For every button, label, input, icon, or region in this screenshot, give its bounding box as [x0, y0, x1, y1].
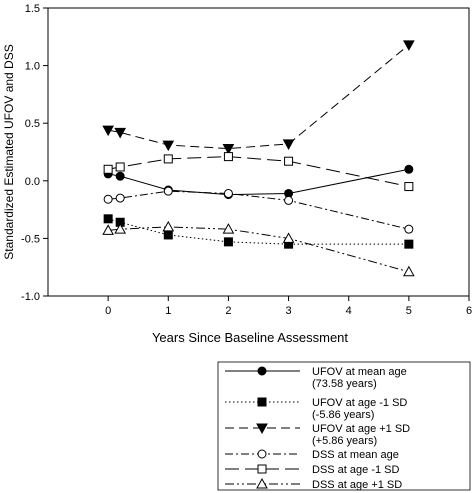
data-point: [115, 193, 125, 203]
legend-label: UFOV at age -1 SD: [312, 397, 407, 409]
legend-marker: [257, 397, 267, 407]
x-tick-label: 6: [466, 305, 472, 317]
data-point: [102, 224, 114, 235]
y-axis: -1.0 -0.5 0.0 0.5 1.0 1.5: [21, 3, 48, 303]
series-line: [108, 168, 409, 196]
series-4: [103, 186, 414, 234]
data-point: [115, 171, 125, 181]
series-2: [103, 214, 414, 249]
data-point: [162, 220, 175, 232]
data-point: [103, 214, 113, 224]
y-tick-label: -1.0: [21, 291, 40, 303]
x-tick-label: 4: [346, 305, 352, 317]
series-5: [103, 152, 414, 192]
legend-label: UFOV at mean age: [312, 366, 407, 378]
data-point: [404, 224, 414, 234]
data-point: [403, 40, 415, 51]
legend-label: UFOV at age +1 SD: [312, 423, 410, 435]
legend: UFOV at mean age(73.58 years) UFOV at age…: [225, 366, 410, 491]
legend-item: UFOV at age -1 SD(-5.86 years): [225, 397, 407, 421]
legend-label: DSS at age +1 SD: [312, 479, 402, 491]
data-point: [103, 194, 113, 204]
x-tick-label: 0: [105, 305, 111, 317]
series-line: [108, 44, 410, 150]
data-point: [162, 140, 175, 152]
data-point: [163, 186, 173, 196]
series-6: [102, 220, 415, 277]
series-line: [108, 226, 409, 273]
data-point: [404, 164, 414, 174]
y-tick-label: 0.5: [25, 118, 40, 130]
series-line: [108, 156, 409, 188]
legend-label: DSS at mean age: [312, 449, 399, 461]
data-point: [114, 223, 127, 234]
y-tick-label: -0.5: [21, 233, 40, 245]
plot-frame: [47, 7, 470, 297]
series-3: [102, 40, 415, 155]
data-point: [163, 230, 173, 240]
y-tick-label: 0.0: [25, 176, 40, 188]
x-axis-label: Years Since Baseline Assessment: [152, 330, 348, 345]
data-point: [403, 265, 415, 277]
data-point: [284, 195, 294, 205]
legend-marker: [257, 366, 267, 376]
legend-label: DSS at age -1 SD: [312, 464, 399, 476]
legend-item: DSS at age -1 SD: [225, 464, 399, 476]
data-point: [114, 127, 127, 139]
x-tick-label: 2: [225, 305, 231, 317]
y-axis-label: Standardized Estimated UFOV and DSS: [2, 44, 16, 259]
data-point: [282, 139, 295, 150]
series-line: [108, 190, 409, 230]
data-point: [103, 164, 113, 174]
legend-item: DSS at age +1 SD: [225, 477, 402, 491]
x-tick-label: 3: [286, 305, 292, 317]
y-tick-label: 1.0: [25, 61, 40, 73]
series-1: [103, 164, 414, 200]
series-line: [108, 218, 409, 245]
data-point: [404, 239, 414, 249]
data-point: [102, 125, 114, 137]
data-point: [223, 237, 233, 247]
y-tick-label: 1.5: [25, 3, 40, 15]
legend-item: UFOV at mean age(73.58 years): [225, 366, 407, 390]
data-point: [163, 154, 173, 164]
data-point: [222, 144, 235, 155]
legend-sublabel: (-5.86 years): [312, 409, 374, 421]
data-point: [404, 182, 414, 192]
x-tick-label: 5: [406, 305, 412, 317]
series-layer: [102, 40, 415, 277]
legend-marker: [257, 464, 267, 474]
legend-sublabel: (+5.86 years): [312, 435, 377, 447]
x-axis: 0 1 2 3 4 5 6: [105, 296, 472, 317]
legend-marker: [256, 477, 268, 489]
legend-marker: [257, 449, 267, 459]
data-point: [284, 156, 294, 166]
data-point: [282, 232, 295, 243]
data-point: [223, 188, 233, 198]
legend-item: DSS at mean age: [225, 449, 399, 461]
data-point: [222, 223, 235, 234]
legend-sublabel: (73.58 years): [312, 378, 377, 390]
x-tick-label: 1: [165, 305, 171, 317]
legend-marker: [256, 423, 268, 435]
data-point: [223, 152, 233, 162]
legend-item: UFOV at age +1 SD(+5.86 years): [225, 423, 410, 447]
data-point: [115, 162, 125, 172]
